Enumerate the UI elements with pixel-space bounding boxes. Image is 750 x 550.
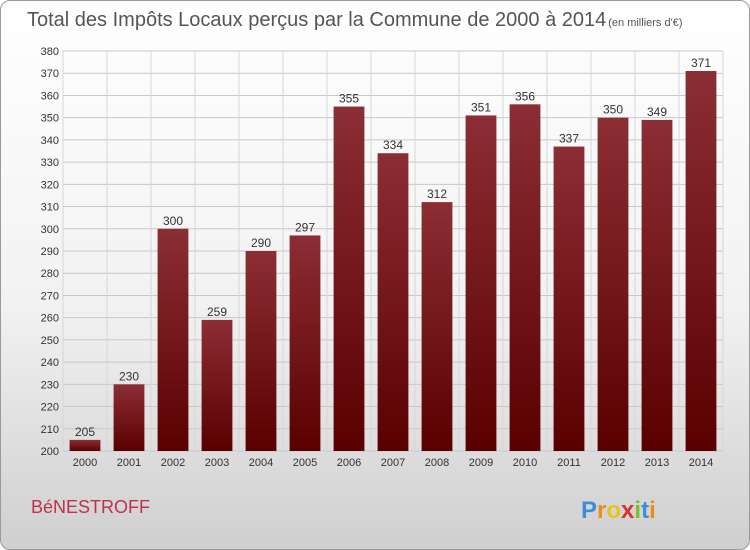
y-tick-label: 220 bbox=[41, 402, 59, 414]
bar-2009 bbox=[465, 115, 497, 451]
bar-value-label: 351 bbox=[471, 100, 491, 114]
chart-title-main: Total des Impôts Locaux perçus par la Co… bbox=[27, 9, 606, 31]
x-tick-label: 2010 bbox=[513, 457, 537, 469]
brand-letter: r bbox=[597, 497, 606, 524]
x-tick-label: 2001 bbox=[117, 457, 141, 469]
x-tick-label: 2014 bbox=[689, 457, 713, 469]
x-axis-ticks: 2000 2001 2002 2003 2004 2005 2006 2007 2008 2009… bbox=[73, 457, 713, 469]
bar-value-label: 337 bbox=[559, 132, 579, 146]
bar-value-label: 205 bbox=[75, 425, 95, 439]
brand-letter: P bbox=[581, 497, 597, 524]
y-tick-label: 310 bbox=[41, 202, 59, 214]
bar-2010 bbox=[509, 104, 541, 451]
y-tick-label: 360 bbox=[41, 90, 59, 102]
brand-letter: i bbox=[634, 497, 641, 524]
x-tick-label: 2008 bbox=[425, 457, 449, 469]
bar-2014 bbox=[685, 71, 717, 451]
bar-2007 bbox=[377, 153, 409, 451]
x-tick-label: 2007 bbox=[381, 457, 405, 469]
y-tick-label: 330 bbox=[41, 157, 59, 169]
bar-value-label: 297 bbox=[295, 220, 315, 234]
bar-value-label: 371 bbox=[691, 56, 711, 70]
commune-name: BéNESTROFF bbox=[31, 497, 150, 517]
proxiti-logo: Proxiti bbox=[581, 497, 656, 524]
bar-value-label: 259 bbox=[207, 305, 227, 319]
bar-2002 bbox=[157, 228, 189, 451]
y-tick-label: 370 bbox=[41, 68, 59, 80]
bar-value-label: 290 bbox=[251, 236, 271, 250]
y-tick-label: 350 bbox=[41, 113, 59, 125]
bar-value-label: 230 bbox=[119, 369, 139, 383]
y-tick-label: 210 bbox=[41, 424, 59, 436]
bar-value-label: 349 bbox=[647, 105, 667, 119]
brand-letter: x bbox=[621, 497, 635, 524]
chart-title: Total des Impôts Locaux perçus par la Co… bbox=[27, 9, 682, 31]
y-tick-label: 320 bbox=[41, 179, 59, 191]
bar-2006 bbox=[333, 106, 365, 452]
y-tick-label: 270 bbox=[41, 290, 59, 302]
bar-value-label: 300 bbox=[163, 214, 183, 228]
x-tick-label: 2013 bbox=[645, 457, 669, 469]
y-tick-label: 380 bbox=[41, 46, 59, 58]
bar-value-label: 334 bbox=[383, 138, 403, 152]
x-tick-label: 2006 bbox=[337, 457, 361, 469]
x-tick-label: 2004 bbox=[249, 457, 273, 469]
brand-letter: i bbox=[649, 497, 656, 524]
x-tick-label: 2012 bbox=[601, 457, 625, 469]
y-tick-label: 340 bbox=[41, 135, 59, 147]
x-tick-label: 2003 bbox=[205, 457, 229, 469]
brand-letter: t bbox=[641, 497, 649, 524]
y-axis-ticks: 200 210 220 230 240 250 260 270 280 290 300 310 320 3… bbox=[41, 46, 59, 458]
y-tick-label: 260 bbox=[41, 313, 59, 325]
bar-2013 bbox=[641, 119, 673, 451]
bar-2004 bbox=[245, 251, 277, 451]
y-tick-label: 300 bbox=[41, 224, 59, 236]
bar-2003 bbox=[201, 319, 233, 451]
y-tick-label: 250 bbox=[41, 335, 59, 347]
x-tick-label: 2002 bbox=[161, 457, 185, 469]
x-tick-label: 2000 bbox=[73, 457, 97, 469]
bar-value-labels: 205 230 300 259 290 297 355 334 312 351 356 337 350 3… bbox=[75, 56, 711, 439]
bar-2001 bbox=[113, 384, 145, 451]
x-tick-label: 2005 bbox=[293, 457, 317, 469]
y-tick-label: 200 bbox=[41, 446, 59, 458]
bar-2012 bbox=[597, 117, 629, 452]
bars bbox=[69, 71, 717, 452]
chart-unit-note: (en milliers d'€) bbox=[608, 17, 682, 29]
bar-value-label: 312 bbox=[427, 187, 447, 201]
bar-2011 bbox=[553, 146, 585, 452]
y-tick-label: 290 bbox=[41, 246, 59, 258]
x-tick-label: 2011 bbox=[557, 457, 581, 469]
bar-value-label: 355 bbox=[339, 92, 359, 106]
bar-2008 bbox=[421, 202, 453, 451]
y-tick-label: 240 bbox=[41, 357, 59, 369]
bar-2005 bbox=[289, 235, 321, 451]
y-tick-label: 230 bbox=[41, 379, 59, 391]
x-tick-label: 2009 bbox=[469, 457, 493, 469]
y-tick-label: 280 bbox=[41, 268, 59, 280]
bar-value-label: 356 bbox=[515, 89, 535, 103]
bar-2000 bbox=[69, 439, 101, 451]
brand-letter: o bbox=[606, 497, 621, 524]
bar-value-label: 350 bbox=[603, 103, 623, 117]
